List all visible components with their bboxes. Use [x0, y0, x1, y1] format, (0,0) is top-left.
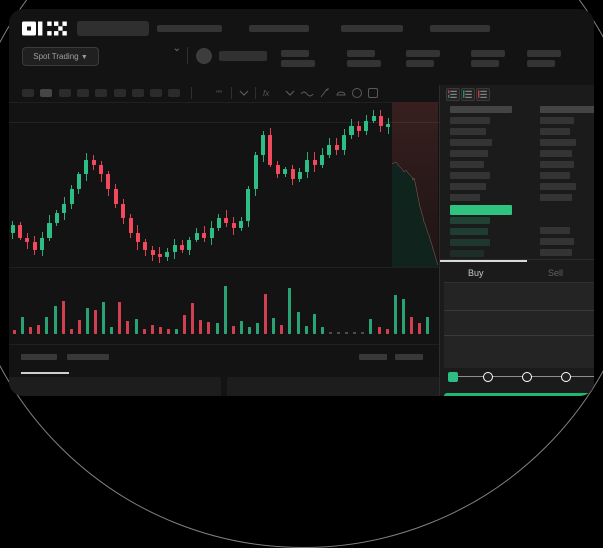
svg-text:””: ”” — [216, 89, 222, 99]
svg-text:fx: fx — [263, 89, 270, 98]
